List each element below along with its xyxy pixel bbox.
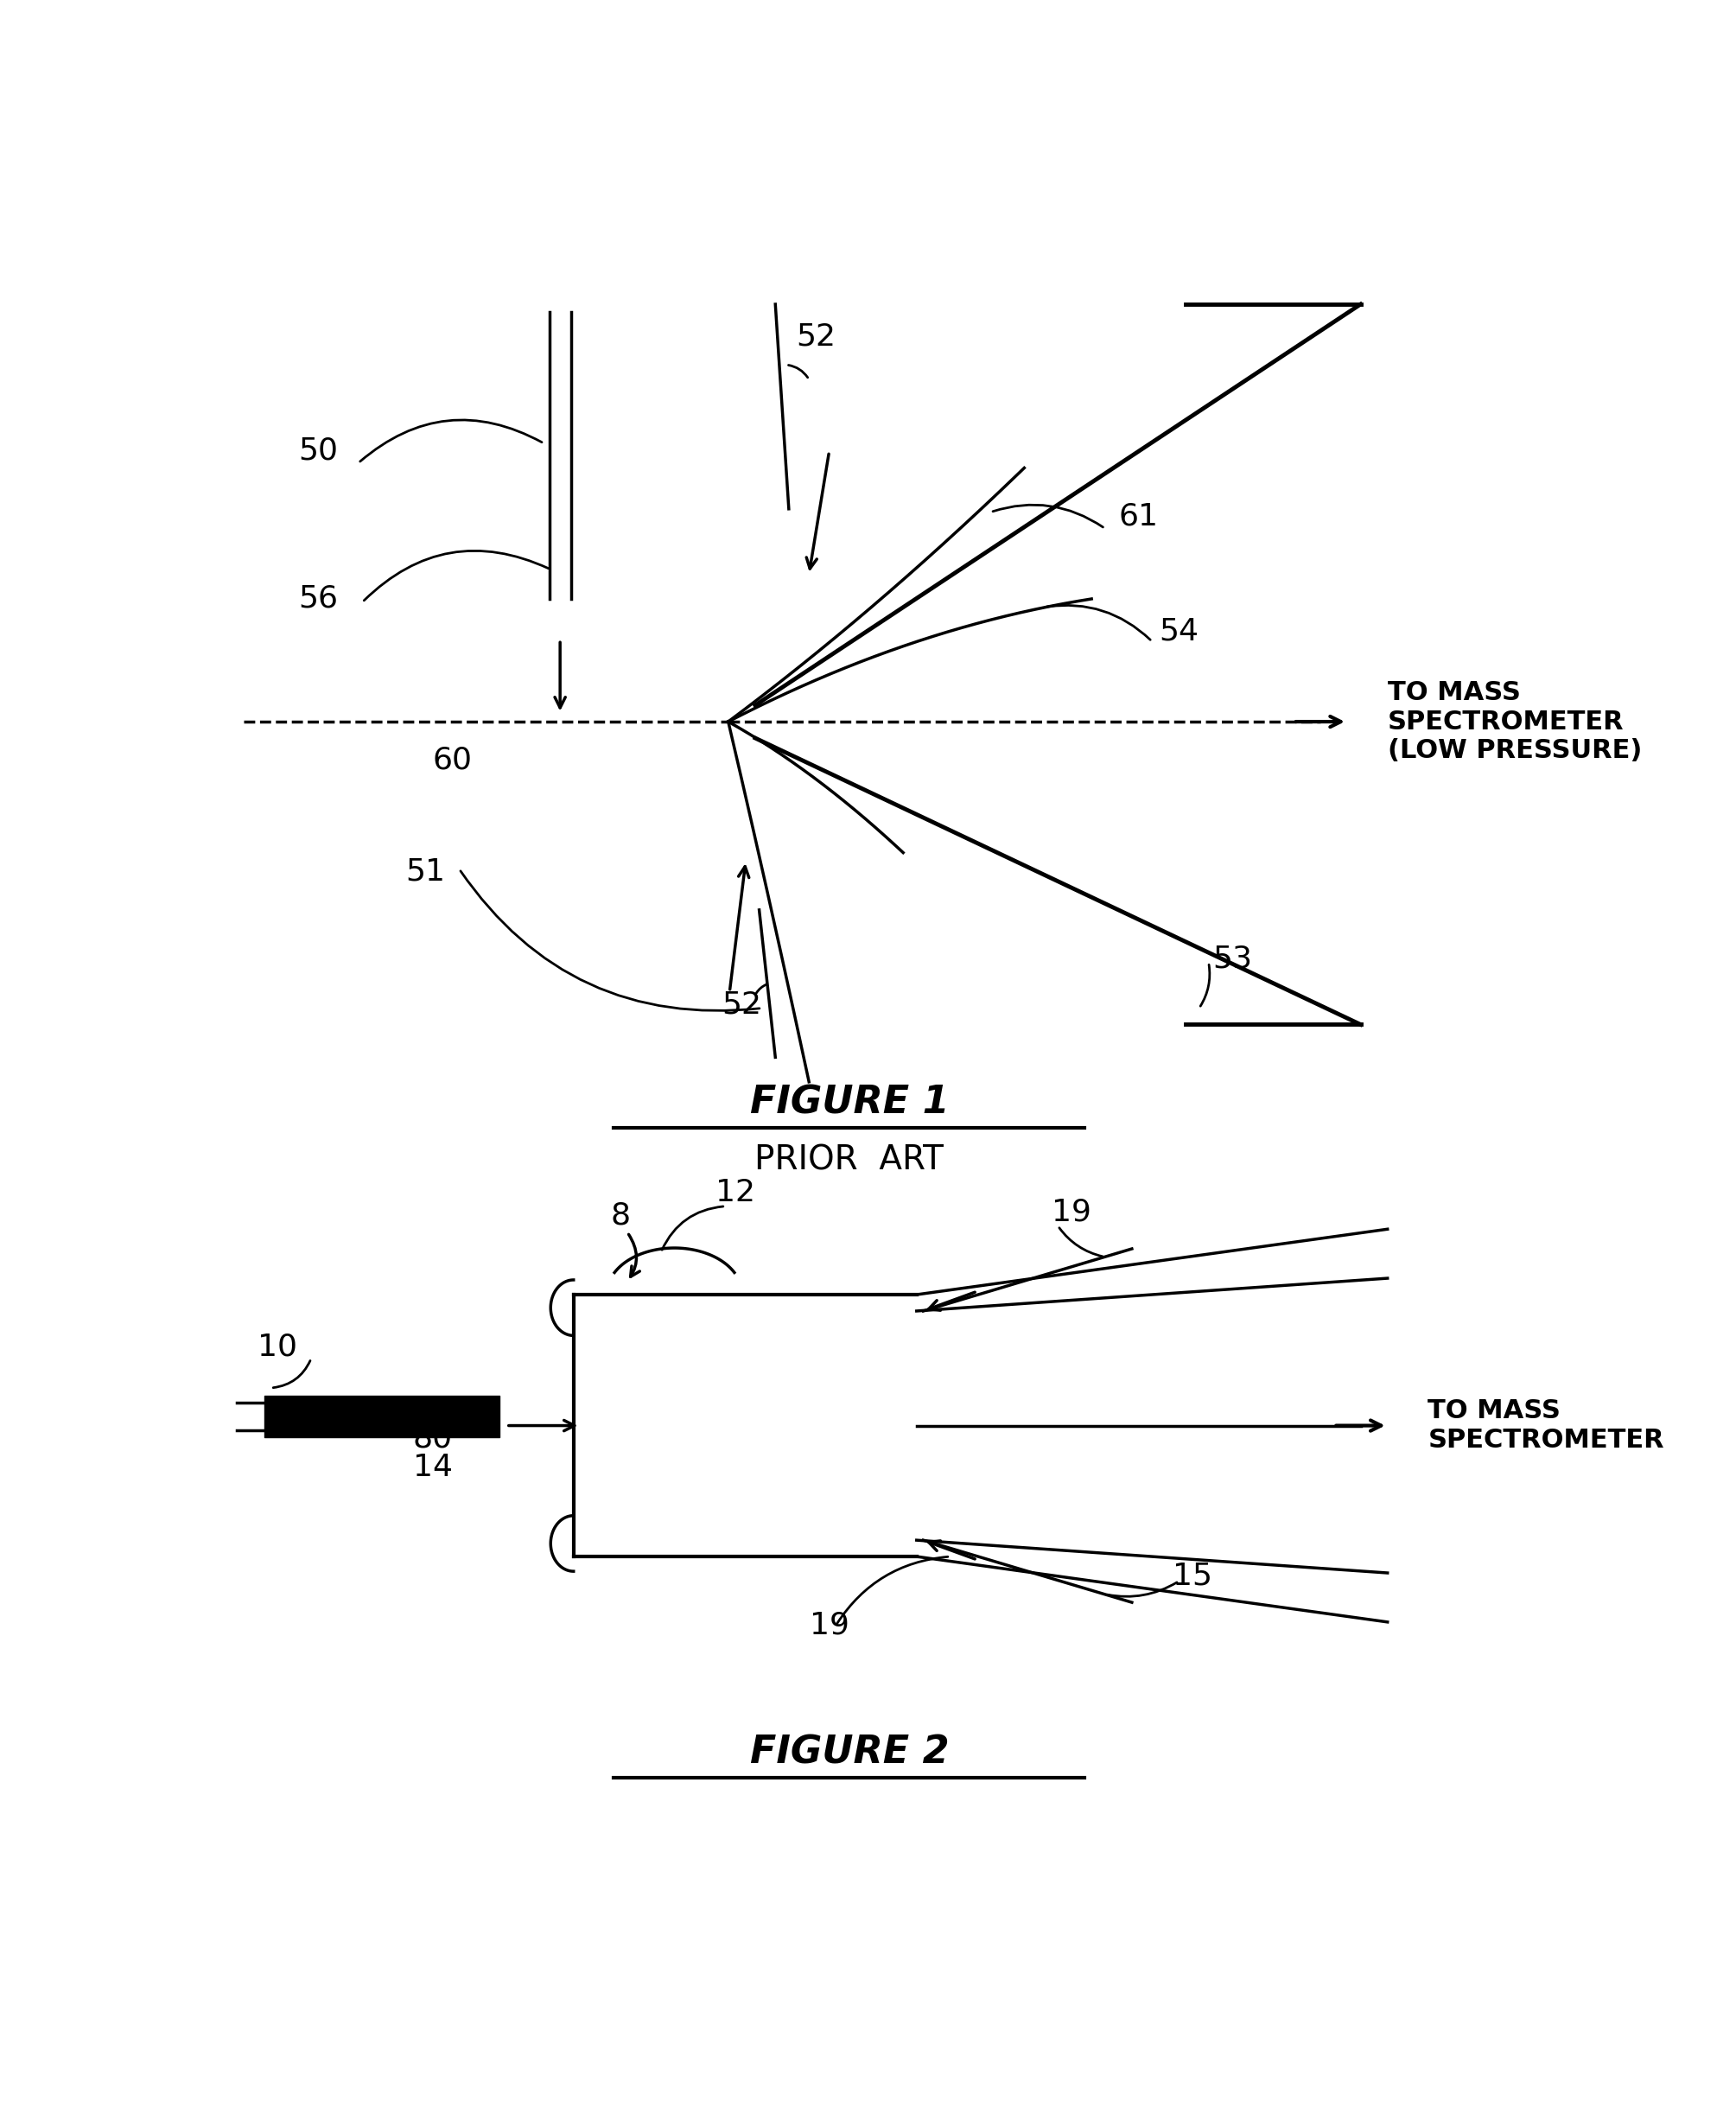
Text: 15: 15	[1172, 1560, 1212, 1590]
Text: 19: 19	[1052, 1197, 1092, 1227]
Text: 61: 61	[1118, 502, 1158, 532]
Text: FIGURE 2: FIGURE 2	[750, 1735, 950, 1771]
Text: 19: 19	[809, 1609, 849, 1639]
Text: 56: 56	[299, 585, 339, 612]
Text: 52: 52	[722, 991, 762, 1018]
Text: 51: 51	[406, 857, 446, 887]
Text: 10: 10	[257, 1331, 297, 1361]
Text: FIGURE 1: FIGURE 1	[750, 1084, 950, 1123]
Text: 8: 8	[611, 1201, 630, 1231]
Text: 54: 54	[1160, 617, 1200, 646]
Text: 53: 53	[1213, 944, 1253, 974]
Text: 12: 12	[715, 1178, 755, 1208]
Text: TO MASS
SPECTROMETER: TO MASS SPECTROMETER	[1427, 1399, 1665, 1452]
Text: 52: 52	[795, 321, 835, 351]
Text: TO MASS
SPECTROMETER
(LOW PRESSURE): TO MASS SPECTROMETER (LOW PRESSURE)	[1387, 680, 1642, 763]
Text: 14: 14	[413, 1452, 453, 1482]
Text: 60: 60	[432, 746, 472, 776]
Text: 18: 18	[413, 1395, 453, 1424]
Text: PRIOR  ART: PRIOR ART	[755, 1144, 944, 1178]
Text: 80: 80	[413, 1424, 453, 1452]
Text: 50: 50	[299, 436, 339, 466]
